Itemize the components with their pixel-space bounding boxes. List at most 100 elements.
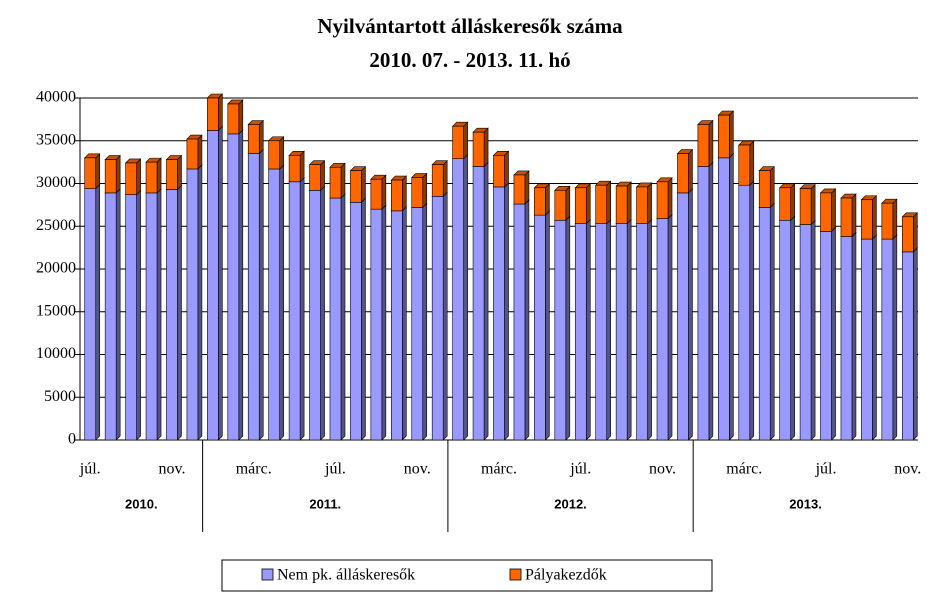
bar-side <box>504 182 509 441</box>
bar <box>166 159 178 190</box>
bar-side <box>851 231 857 441</box>
bar-side <box>156 157 162 194</box>
bar-side <box>585 183 591 225</box>
bar <box>738 144 751 186</box>
bar <box>615 223 628 441</box>
bar-side <box>504 150 509 188</box>
bar <box>227 133 240 441</box>
bar-side <box>851 193 857 238</box>
x-tick-label: nov. <box>404 461 431 478</box>
y-tick-label: 5000 <box>44 388 76 405</box>
legend-box <box>221 559 713 592</box>
y-tick-label: 25000 <box>36 217 76 234</box>
x-tick-label: márc. <box>726 461 762 478</box>
bar <box>186 168 199 441</box>
bar <box>554 190 567 221</box>
bar <box>779 219 791 441</box>
bar <box>881 238 894 441</box>
bar-side <box>218 125 223 441</box>
bar <box>595 223 607 441</box>
bar <box>391 210 403 441</box>
bar <box>370 208 383 441</box>
bar-side <box>136 158 141 196</box>
bar-side <box>912 212 918 253</box>
bar <box>431 196 444 441</box>
bar <box>574 187 587 224</box>
legend-swatch <box>509 568 522 581</box>
bar <box>861 199 873 240</box>
bar <box>84 157 97 189</box>
legend-label: Pályakezdők <box>525 567 607 584</box>
bar <box>901 216 914 253</box>
bar <box>799 224 812 441</box>
bar <box>677 153 689 194</box>
bar <box>718 114 730 159</box>
bar-side <box>688 148 693 194</box>
bar <box>166 189 178 441</box>
bar-side <box>647 182 652 225</box>
bar-side <box>790 183 795 221</box>
bar-side <box>585 218 591 441</box>
bar-side <box>667 213 673 441</box>
x-tick-label: júl. <box>79 461 101 478</box>
x-tick-label: júl. <box>324 461 346 478</box>
legend-swatch <box>261 568 274 581</box>
bar <box>104 192 117 441</box>
bar-side <box>218 93 223 132</box>
bar <box>309 190 321 441</box>
bar-side <box>729 153 734 441</box>
bar-side <box>361 197 366 441</box>
bar-side <box>299 177 305 441</box>
bar <box>901 251 914 441</box>
y-tick-label: 35000 <box>36 131 76 148</box>
bar <box>186 138 199 170</box>
bar <box>840 197 853 237</box>
bar-side <box>749 140 755 186</box>
bar <box>636 186 648 224</box>
bar <box>288 154 301 183</box>
bar <box>677 192 689 441</box>
bar-side <box>340 193 346 441</box>
bar <box>370 178 383 210</box>
group-label: 2012. <box>554 496 587 511</box>
bar-side <box>831 226 836 441</box>
bar-side <box>688 188 693 441</box>
y-tick-label: 40000 <box>36 89 76 106</box>
bar-side <box>872 195 877 240</box>
bar <box>329 197 342 441</box>
x-tick-label: nov. <box>649 461 676 478</box>
bar-side <box>177 184 182 441</box>
bar-side <box>422 202 428 441</box>
bar <box>288 181 301 441</box>
bar <box>738 184 751 441</box>
bar-side <box>463 153 468 441</box>
bar <box>84 188 97 441</box>
y-tick-label: 30000 <box>36 174 76 191</box>
bar <box>697 166 710 441</box>
bar-side <box>258 148 264 441</box>
bar <box>656 181 669 219</box>
bar-side <box>565 185 571 221</box>
bar <box>268 140 280 170</box>
y-tick-label: 20000 <box>36 260 76 277</box>
bar-side <box>156 188 162 441</box>
bar-side <box>708 119 714 168</box>
bar-side <box>136 189 141 441</box>
bar-side <box>565 215 571 441</box>
bar <box>595 184 607 224</box>
bar-side <box>463 121 468 160</box>
bar <box>472 166 485 441</box>
bar-side <box>831 188 836 233</box>
bar-side <box>115 188 121 441</box>
bar <box>656 218 669 441</box>
bar <box>615 185 628 224</box>
legend-label: Nem pk. álláskeresők <box>277 567 415 584</box>
bar-side <box>197 134 203 170</box>
bar-side <box>299 150 305 183</box>
bar <box>247 153 260 441</box>
bar-side <box>279 164 284 441</box>
bar <box>411 207 424 441</box>
bar <box>411 177 424 208</box>
bar <box>779 187 791 221</box>
